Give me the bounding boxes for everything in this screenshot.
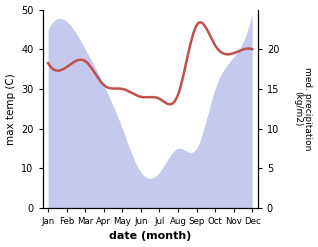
Y-axis label: med. precipitation
(kg/m2): med. precipitation (kg/m2) [293,67,313,150]
X-axis label: date (month): date (month) [109,231,191,242]
Y-axis label: max temp (C): max temp (C) [5,73,16,144]
